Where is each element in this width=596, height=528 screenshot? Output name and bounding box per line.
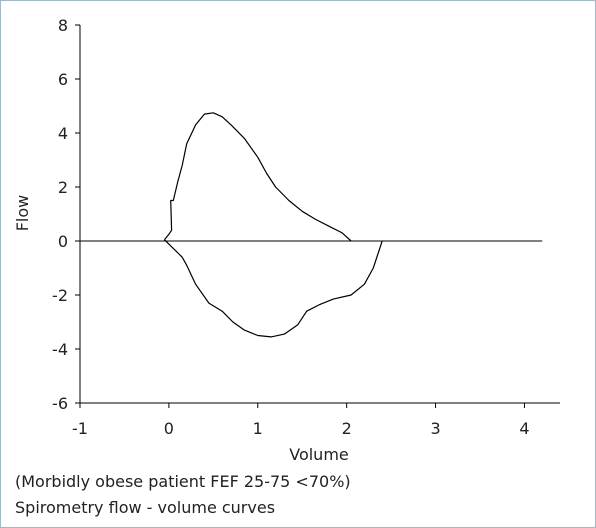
caption-line-2: Spirometry flow - volume curves bbox=[15, 498, 276, 517]
caption-line-1: (Morbidly obese patient FEF 25-75 <70%) bbox=[15, 472, 351, 491]
x-tick-label: 1 bbox=[253, 419, 263, 438]
x-tick-label: -1 bbox=[72, 419, 88, 438]
y-tick-label: -4 bbox=[52, 340, 68, 359]
y-axis-label: Flow bbox=[13, 195, 32, 232]
x-tick-label: 2 bbox=[342, 419, 352, 438]
x-tick-label: 4 bbox=[519, 419, 529, 438]
axes: -6 -4 -2 0 2 4 6 8 -1 0 1 2 3 4 bbox=[52, 16, 560, 438]
expiratory-curve bbox=[163, 112, 352, 242]
y-tick-label: 6 bbox=[58, 70, 68, 89]
y-tick-label: 4 bbox=[58, 124, 68, 143]
x-axis-label: Volume bbox=[289, 445, 349, 464]
y-tick-label: -2 bbox=[52, 286, 68, 305]
x-tick-label: 3 bbox=[430, 419, 440, 438]
y-tick-label: 2 bbox=[58, 178, 68, 197]
y-tick-label: 0 bbox=[58, 232, 68, 251]
chart: -6 -4 -2 0 2 4 6 8 -1 0 1 2 3 4 Volume Flow bbox=[13, 16, 560, 464]
curves bbox=[80, 112, 543, 338]
y-tick-label: 8 bbox=[58, 16, 68, 35]
y-tick-label: -6 bbox=[52, 394, 68, 413]
x-tick-label: 0 bbox=[164, 419, 174, 438]
inspiratory-curve bbox=[163, 239, 383, 338]
